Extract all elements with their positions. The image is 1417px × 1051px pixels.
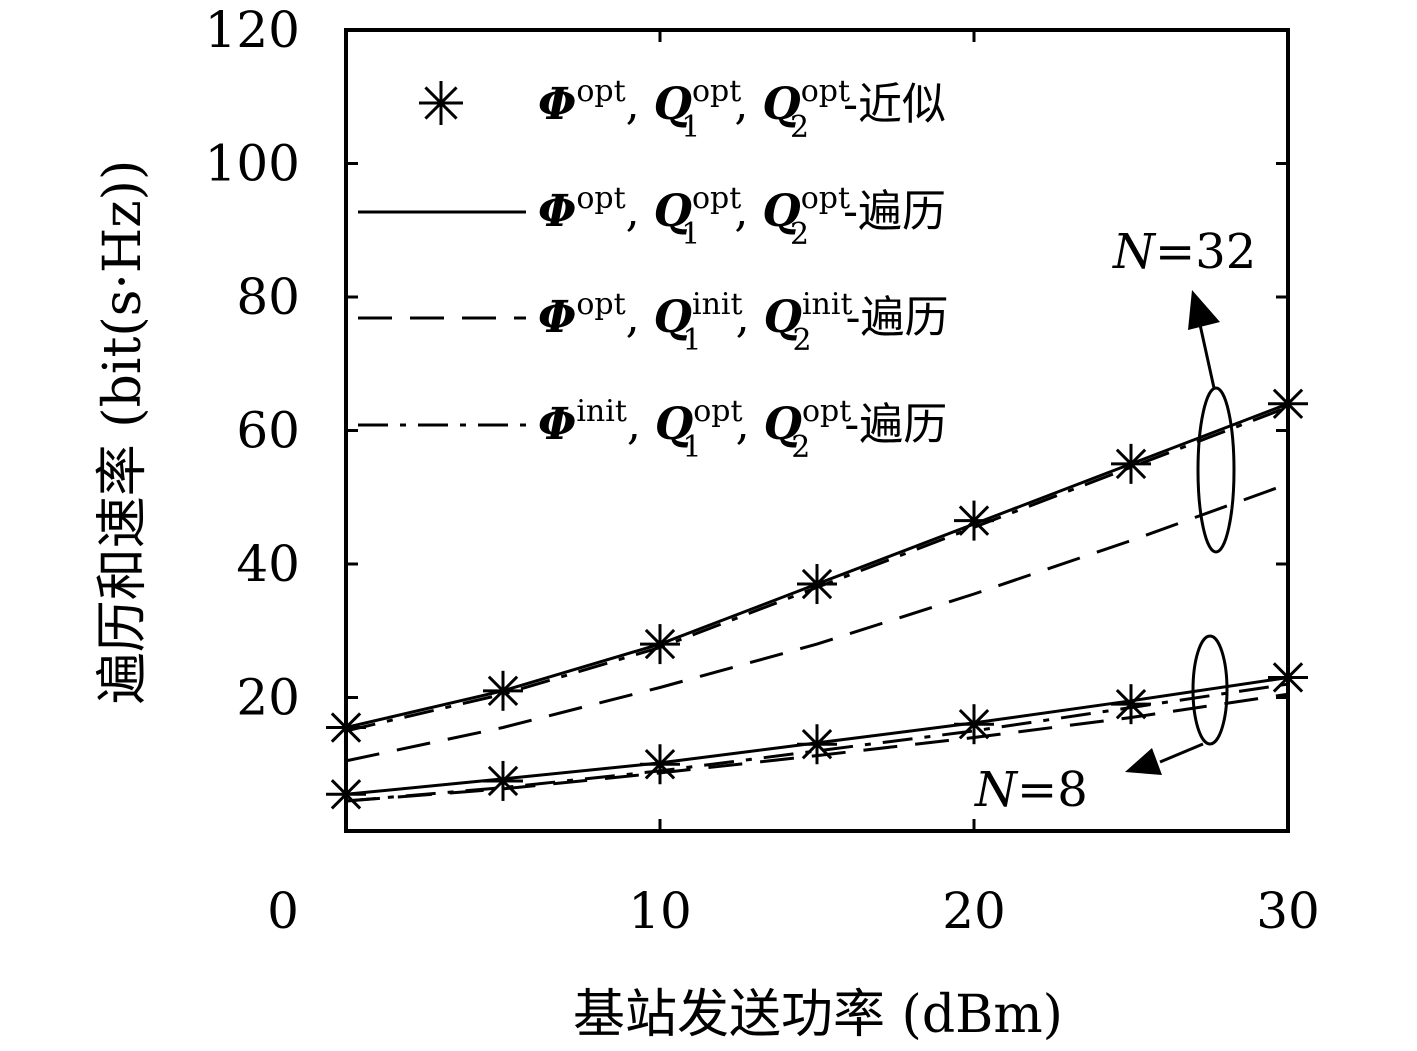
legend-part: opt — [693, 394, 742, 429]
y-tick-label: 60 — [236, 402, 300, 460]
y-tick-label: 120 — [205, 1, 300, 59]
series-line-solid-N8 — [345, 676, 1289, 796]
x-tick-label: 20 — [942, 882, 1006, 940]
x-tick-label: 0 — [267, 882, 299, 940]
series-line-dashdot-N8 — [345, 682, 1289, 803]
plot-layer — [326, 383, 1308, 815]
legend-part: opt — [801, 181, 850, 216]
legend-part: Φ — [538, 399, 576, 450]
legend-part: init — [692, 287, 743, 322]
group-ellipse-n8 — [1191, 634, 1229, 746]
legend-part: 1 — [681, 217, 700, 252]
legend-part: 2 — [790, 217, 809, 252]
legend-part: , — [626, 79, 654, 130]
y-tick-label: 20 — [236, 669, 300, 727]
legend-part: 2 — [791, 430, 810, 465]
legend-part: , — [734, 79, 762, 130]
arrow-n32-head — [1188, 290, 1220, 330]
legend-part: init — [802, 287, 853, 322]
legend-part: Q — [764, 292, 802, 343]
arrow-n8-shaft — [1159, 742, 1204, 764]
y-tick-label: 40 — [236, 535, 300, 593]
series-line-dashed-N8 — [345, 692, 1289, 803]
legend-part: Q — [655, 399, 693, 450]
legend-part: opt — [801, 74, 850, 109]
legend-part: opt — [576, 287, 625, 322]
legend-part: , — [627, 399, 655, 450]
legend-part: , — [626, 186, 654, 237]
y-tick-label: 80 — [236, 268, 300, 326]
x-tick-label: 30 — [1256, 882, 1320, 940]
legend-part: Q — [764, 399, 802, 450]
legend-entry-label: Φinit, Qopt 1, Qopt 2 -遍历 — [538, 394, 947, 465]
legend-entry-label: Φopt, Qinit 1, Qinit 2 -遍历 — [538, 287, 949, 358]
legend-entry-label: Φopt, Qopt 1, Qopt 2 -近似 — [538, 74, 946, 145]
legend-part: , — [736, 292, 764, 343]
legend-marker — [419, 81, 463, 125]
annotations: N=32N=8 — [974, 224, 1256, 818]
legend-part: 1 — [683, 430, 702, 465]
legend-part: -近似 — [843, 79, 946, 130]
annotation-eq: =8 — [1017, 762, 1088, 818]
arrow-n32-shaft — [1197, 319, 1216, 389]
legend-part: Q — [654, 292, 692, 343]
series-line-solid-N32 — [345, 402, 1289, 729]
legend-part: -遍历 — [846, 292, 949, 343]
legend-part: 1 — [681, 110, 700, 145]
legend-part: opt — [692, 181, 741, 216]
group-ellipse-n32 — [1196, 386, 1236, 554]
legend-part: 1 — [683, 323, 702, 358]
plot-frame — [344, 28, 1290, 833]
annotation-eq: =32 — [1155, 224, 1256, 280]
legend-part: Φ — [538, 79, 576, 130]
annotation-label: N=8 — [974, 762, 1088, 818]
legend-part: Q — [762, 79, 800, 130]
y-tick-label: 100 — [205, 135, 300, 193]
x-axis-label: 基站发送功率 (dBm) — [573, 985, 1063, 1045]
legend-part: 2 — [790, 110, 809, 145]
legend-part: Φ — [538, 292, 576, 343]
legend-part: opt — [802, 394, 851, 429]
legend-part: Q — [654, 79, 692, 130]
arrow-n8-head — [1125, 748, 1162, 775]
legend-part: opt — [576, 181, 625, 216]
legend-part: opt — [576, 74, 625, 109]
legend-part: opt — [692, 74, 741, 109]
legend-part: 2 — [793, 323, 812, 358]
axes-layer: 0 10 20 30 20 40 60 80 100 120 — [205, 1, 1320, 940]
annotation-label: N=32 — [1112, 224, 1256, 280]
annotation-var: N — [1112, 224, 1157, 280]
legend-part: init — [576, 394, 627, 429]
legend-part: , — [626, 292, 654, 343]
y-axis-label: 遍历和速率 (bit(s·Hz)) — [93, 160, 153, 704]
legend-part: -遍历 — [843, 186, 946, 237]
x-tick-label: 10 — [628, 882, 692, 940]
legend-part: , — [736, 399, 764, 450]
legend-part: -遍历 — [844, 399, 947, 450]
legend-part: , — [734, 186, 762, 237]
legend-part: Q — [762, 186, 800, 237]
annotation-var: N — [974, 762, 1019, 818]
series-line-dashed-N32 — [345, 482, 1289, 763]
legend-part: Φ — [538, 186, 576, 237]
legend-entry-label: Φopt, Qopt 1, Qopt 2 -遍历 — [538, 181, 946, 252]
legend-part: Q — [654, 186, 692, 237]
series-line-dashdot-N32 — [345, 405, 1289, 733]
